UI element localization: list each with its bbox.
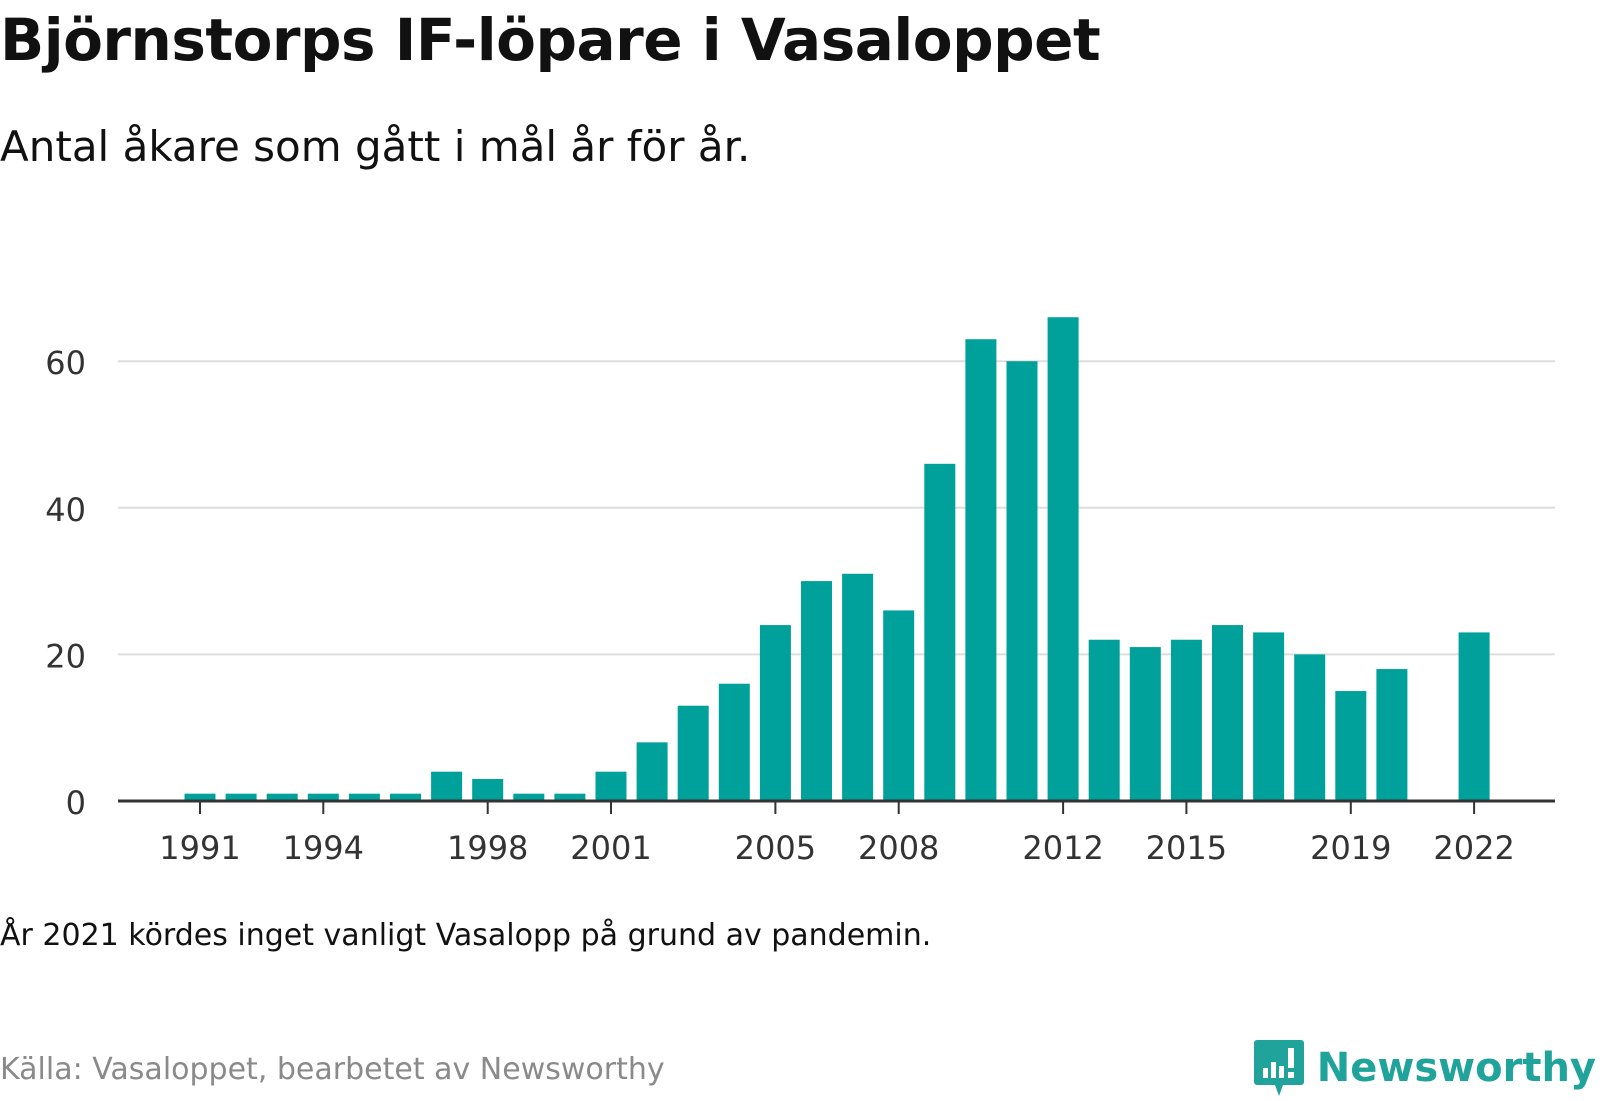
tick-labels: 0 20 40 60 1991 1994 1998 2001 2005 2008 2012 2015 2… — [45, 344, 1515, 867]
gridlines — [118, 360, 1555, 656]
bar-2010 — [965, 339, 997, 801]
bar-2013 — [1088, 639, 1120, 801]
y-tick-label: 20 — [45, 637, 86, 675]
bar-2002 — [636, 742, 668, 801]
y-tick-label: 60 — [45, 344, 86, 382]
x-tick-label: 2022 — [1433, 829, 1514, 867]
y-tick-label: 40 — [45, 491, 86, 529]
footnote: År 2021 kördes inget vanligt Vasalopp på… — [0, 918, 932, 953]
bar-1998 — [472, 779, 504, 801]
brand-name: Newsworthy — [1316, 1045, 1596, 1091]
y-tick-label: 0 — [66, 784, 86, 822]
bar-2011 — [1006, 361, 1038, 801]
bar-chart: 0 20 40 60 1991 1994 1998 2001 2005 2008 2012 2015 2… — [45, 317, 1555, 867]
bar-1992 — [225, 793, 257, 801]
axes — [118, 799, 1555, 814]
bar-2007 — [842, 573, 874, 801]
bar-1999 — [513, 793, 545, 801]
chart-title: Björnstorps IF-löpare i Vasaloppet — [0, 6, 1101, 74]
bar-2020 — [1376, 669, 1408, 801]
bar-2008 — [883, 610, 915, 801]
bar-2009 — [924, 463, 956, 801]
bar-1997 — [431, 771, 463, 801]
bar-1995 — [348, 793, 380, 801]
bar-1991 — [184, 793, 216, 801]
x-tick-label: 2008 — [858, 829, 939, 867]
x-tick-label: 2005 — [735, 829, 816, 867]
bar-2003 — [677, 705, 709, 801]
x-tick-label: 2019 — [1310, 829, 1391, 867]
x-tick-label: 2012 — [1022, 829, 1103, 867]
bar-2019 — [1335, 691, 1367, 801]
bar-2022 — [1458, 632, 1490, 801]
bar-2004 — [718, 683, 750, 801]
x-tick-label: 1998 — [447, 829, 528, 867]
bar-2012 — [1047, 317, 1079, 801]
x-tick-label: 2015 — [1146, 829, 1227, 867]
bar-2018 — [1294, 654, 1326, 801]
x-tick-label: 1994 — [283, 829, 364, 867]
bar-2001 — [595, 771, 627, 801]
x-tick-label: 1991 — [159, 829, 240, 867]
bar-1996 — [390, 793, 421, 801]
x-tick-label: 2001 — [570, 829, 651, 867]
bars — [184, 317, 1490, 801]
bar-2006 — [801, 581, 832, 801]
bar-2014 — [1129, 647, 1161, 801]
source-credit: Källa: Vasaloppet, bearbetet av Newswort… — [0, 1052, 665, 1087]
bar-2016 — [1212, 625, 1243, 801]
newsworthy-logo-icon — [1253, 1040, 1304, 1096]
chart-subtitle: Antal åkare som gått i mål år för år. — [0, 122, 751, 171]
bar-1994 — [307, 793, 339, 801]
bar-1993 — [266, 793, 298, 801]
bar-2017 — [1253, 632, 1285, 801]
brand-logo[interactable]: Newsworthy — [1253, 1035, 1596, 1101]
bar-2000 — [554, 793, 586, 801]
bar-2015 — [1170, 639, 1202, 801]
bar-2005 — [759, 625, 791, 801]
